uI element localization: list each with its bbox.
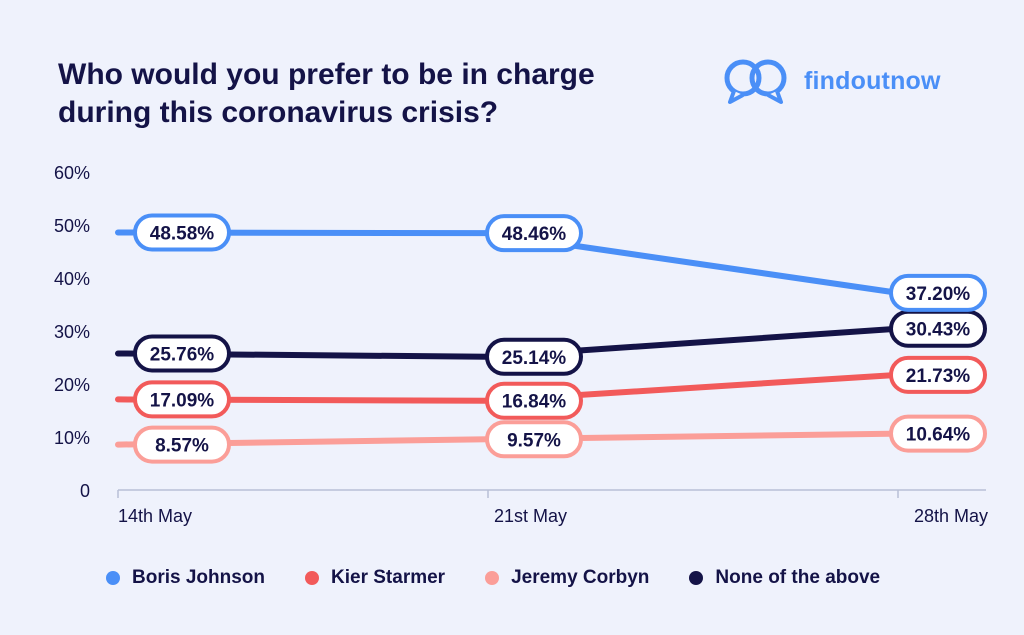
data-label-pill: [485, 214, 583, 253]
line-chart: 0 10% 20% 30% 40% 50% 60% 14th May 21st May 28th …: [54, 163, 988, 526]
legend-label: Boris Johnson: [132, 567, 266, 588]
y-tick-label: 30%: [54, 322, 90, 342]
data-point: 48.46%: [485, 214, 583, 253]
data-label-pill: [485, 337, 583, 376]
data-point: 25.14%: [485, 337, 583, 376]
data-label-pill: [133, 425, 231, 464]
y-tick-label: 50%: [54, 216, 90, 236]
data-label: 10.64%: [906, 425, 971, 446]
legend: Boris Johnson Kier Starmer Jeremy Corbyn No…: [106, 567, 920, 589]
data-point: 17.09%: [133, 380, 231, 419]
legend-item: Kier Starmer: [305, 567, 445, 589]
data-label-pill: [485, 381, 583, 420]
chart-title: Who would you prefer to be in charge dur…: [58, 56, 678, 132]
data-point: 16.84%: [485, 381, 583, 420]
data-label: 48.58%: [150, 224, 215, 245]
data-label-pill: [889, 355, 987, 394]
data-point: 30.43%: [889, 309, 987, 348]
data-point: 9.57%: [485, 420, 583, 459]
data-label: 25.14%: [502, 348, 567, 369]
data-label: 25.76%: [150, 344, 215, 365]
y-tick-label: 40%: [54, 269, 90, 289]
legend-label: Kier Starmer: [331, 567, 446, 588]
legend-item: None of the above: [689, 567, 880, 589]
data-label-pill: [133, 334, 231, 373]
legend-label: None of the above: [715, 567, 881, 588]
data-point: 10.64%: [889, 414, 987, 453]
x-tick-label: 14th May: [118, 506, 192, 526]
x-tick-label: 28th May: [914, 506, 988, 526]
data-label: 37.20%: [906, 284, 971, 305]
data-label-pill: [133, 213, 231, 252]
data-label: 30.43%: [906, 320, 971, 341]
y-tick-label: 0: [80, 481, 90, 501]
x-tick-label: 21st May: [494, 506, 567, 526]
data-label-pill: [889, 414, 987, 453]
data-label: 8.57%: [155, 436, 209, 457]
data-label: 48.46%: [502, 224, 567, 245]
chart-title-line-1: Who would you prefer to be in charge: [58, 58, 595, 91]
legend-swatch: [106, 571, 120, 585]
y-tick-label: 60%: [54, 163, 90, 183]
chart-title-line-2: during this coronavirus crisis?: [58, 96, 499, 129]
data-point: 48.58%: [133, 213, 231, 252]
data-label-pill: [889, 273, 987, 312]
data-point: 25.76%: [133, 334, 231, 373]
brand-logo: findoutnow: [722, 56, 941, 106]
speech-bubbles-icon: [724, 59, 787, 104]
data-label: 21.73%: [906, 366, 971, 387]
data-point: 37.20%: [889, 273, 987, 312]
y-tick-label: 20%: [54, 375, 90, 395]
data-label-pill: [133, 380, 231, 419]
data-label: 16.84%: [502, 392, 567, 413]
data-label-pill: [485, 420, 583, 459]
legend-label: Jeremy Corbyn: [511, 567, 650, 588]
legend-item: Boris Johnson: [106, 567, 265, 589]
legend-swatch: [305, 571, 320, 585]
data-point: 8.57%: [133, 425, 231, 464]
data-label: 9.57%: [507, 430, 561, 451]
data-point: 21.73%: [889, 355, 987, 394]
legend-swatch: [485, 571, 500, 585]
data-label: 17.09%: [150, 390, 215, 411]
legend-item: Jeremy Corbyn: [485, 567, 649, 589]
brand-name: findoutnow: [804, 66, 941, 95]
y-tick-label: 10%: [54, 428, 90, 448]
legend-swatch: [689, 571, 704, 585]
